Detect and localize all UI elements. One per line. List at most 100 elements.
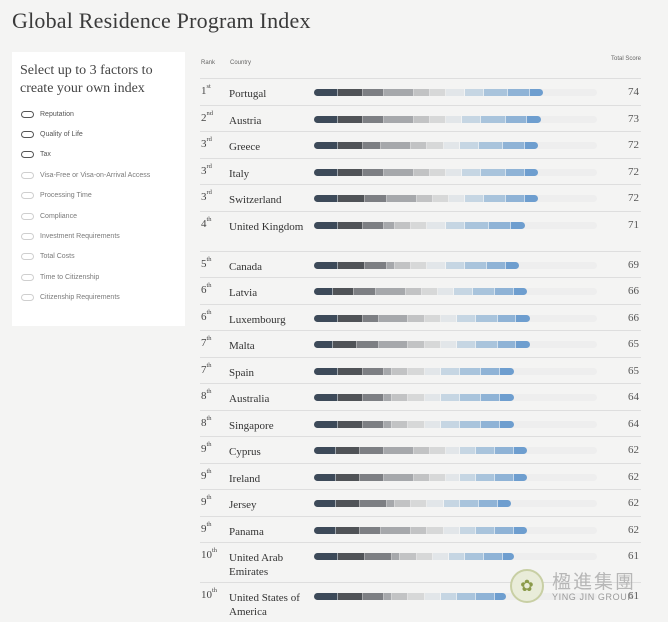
bar-segment[interactable]: [513, 473, 528, 481]
bar-segment[interactable]: [446, 447, 460, 454]
bar-segment[interactable]: [386, 261, 395, 269]
bar-segment[interactable]: [394, 221, 412, 229]
bar-segment[interactable]: [524, 195, 539, 202]
bar-segment[interactable]: [475, 593, 495, 600]
bar-segment[interactable]: [384, 593, 393, 600]
table-row[interactable]: 2nd Austria 73: [200, 104, 641, 132]
bar-segment[interactable]: [475, 314, 498, 322]
table-row[interactable]: 8th Singapore 64: [200, 409, 641, 437]
country-name[interactable]: Panama: [229, 525, 264, 538]
bar-segment[interactable]: [362, 394, 385, 401]
bar-segment[interactable]: [376, 288, 406, 295]
factor-toggle-item[interactable]: Total Costs: [12, 247, 185, 267]
table-row[interactable]: 3rd Italy 72: [200, 157, 641, 185]
bar-segment[interactable]: [475, 447, 495, 454]
bar-segment[interactable]: [338, 261, 366, 269]
table-row[interactable]: 9th Jersey 62: [200, 489, 641, 516]
bar-segment[interactable]: [427, 526, 444, 534]
bar-segment[interactable]: [411, 221, 428, 229]
bar-segment[interactable]: [359, 447, 385, 454]
country-name[interactable]: United Kingdom: [229, 220, 304, 233]
toggle-switch-icon[interactable]: [21, 131, 34, 139]
bar-segment[interactable]: [314, 142, 339, 149]
bar-segment[interactable]: [411, 261, 428, 269]
country-name[interactable]: Greece: [229, 141, 261, 153]
bar-segment[interactable]: [408, 341, 425, 348]
bar-segment[interactable]: [481, 115, 506, 123]
bar-segment[interactable]: [335, 526, 360, 534]
bar-segment[interactable]: [338, 221, 363, 229]
bar-segment[interactable]: [314, 420, 339, 428]
bar-segment[interactable]: [500, 394, 514, 401]
bar-segment[interactable]: [384, 420, 393, 428]
bar-segment[interactable]: [354, 288, 377, 295]
rank-column-header[interactable]: Rank: [201, 60, 216, 66]
bar-segment[interactable]: [427, 500, 444, 507]
bar-segment[interactable]: [314, 553, 339, 560]
bar-segment[interactable]: [359, 500, 387, 507]
bar-segment[interactable]: [505, 115, 528, 123]
bar-segment[interactable]: [430, 89, 447, 96]
bar-segment[interactable]: [494, 473, 514, 481]
bar-segment[interactable]: [335, 473, 360, 481]
bar-segment[interactable]: [462, 115, 482, 123]
bar-segment[interactable]: [430, 473, 447, 481]
table-row[interactable]: 1st Portugal 74: [200, 78, 641, 105]
bar-segment[interactable]: [386, 195, 417, 202]
country-name[interactable]: Luxembourg: [229, 313, 286, 326]
bar-segment[interactable]: [338, 142, 363, 149]
table-row[interactable]: 9th Ireland 62: [200, 462, 641, 490]
bar-segment[interactable]: [314, 314, 339, 322]
score-breakdown-bar[interactable]: [314, 195, 597, 202]
bar-segment[interactable]: [427, 261, 447, 269]
table-row[interactable]: 10th United States of America 61: [200, 582, 641, 622]
bar-segment[interactable]: [465, 261, 487, 269]
toggle-switch-icon[interactable]: [21, 253, 34, 261]
bar-segment[interactable]: [443, 500, 460, 507]
bar-segment[interactable]: [446, 261, 466, 269]
bar-segment[interactable]: [408, 367, 425, 375]
bar-segment[interactable]: [494, 593, 506, 600]
score-breakdown-bar[interactable]: [314, 288, 597, 295]
bar-segment[interactable]: [454, 288, 474, 295]
bar-segment[interactable]: [446, 473, 460, 481]
bar-segment[interactable]: [335, 447, 360, 454]
bar-segment[interactable]: [332, 341, 358, 348]
factor-toggle-item[interactable]: Processing Time: [12, 186, 185, 206]
score-breakdown-bar[interactable]: [314, 314, 597, 322]
factor-toggle-item[interactable]: Tax: [12, 145, 185, 165]
bar-segment[interactable]: [443, 142, 460, 149]
bar-segment[interactable]: [432, 553, 449, 560]
table-row[interactable]: 9th Cyprus 62: [200, 436, 641, 463]
bar-segment[interactable]: [440, 367, 460, 375]
bar-segment[interactable]: [362, 420, 385, 428]
bar-segment[interactable]: [502, 553, 514, 560]
score-breakdown-bar[interactable]: [314, 341, 597, 348]
bar-segment[interactable]: [505, 168, 525, 176]
table-row[interactable]: 7th Spain 65: [200, 356, 641, 384]
bar-segment[interactable]: [513, 288, 528, 295]
score-breakdown-bar[interactable]: [314, 447, 597, 454]
bar-segment[interactable]: [357, 341, 379, 348]
bar-segment[interactable]: [446, 168, 463, 176]
bar-segment[interactable]: [430, 447, 447, 454]
bar-segment[interactable]: [448, 195, 466, 202]
bar-segment[interactable]: [384, 168, 414, 176]
bar-segment[interactable]: [427, 142, 444, 149]
bar-segment[interactable]: [314, 195, 339, 202]
score-breakdown-bar[interactable]: [314, 367, 597, 375]
score-breakdown-bar[interactable]: [314, 526, 597, 534]
score-column-header[interactable]: Total Score: [610, 56, 641, 62]
bar-segment[interactable]: [440, 341, 458, 348]
bar-segment[interactable]: [338, 314, 363, 322]
bar-segment[interactable]: [446, 89, 466, 96]
bar-segment[interactable]: [459, 447, 476, 454]
table-row[interactable]: 7th Malta 65: [200, 330, 641, 357]
bar-segment[interactable]: [457, 593, 476, 600]
bar-segment[interactable]: [381, 142, 412, 149]
bar-segment[interactable]: [365, 195, 387, 202]
bar-segment[interactable]: [438, 288, 455, 295]
bar-segment[interactable]: [338, 420, 363, 428]
bar-segment[interactable]: [338, 168, 363, 176]
bar-segment[interactable]: [392, 394, 409, 401]
